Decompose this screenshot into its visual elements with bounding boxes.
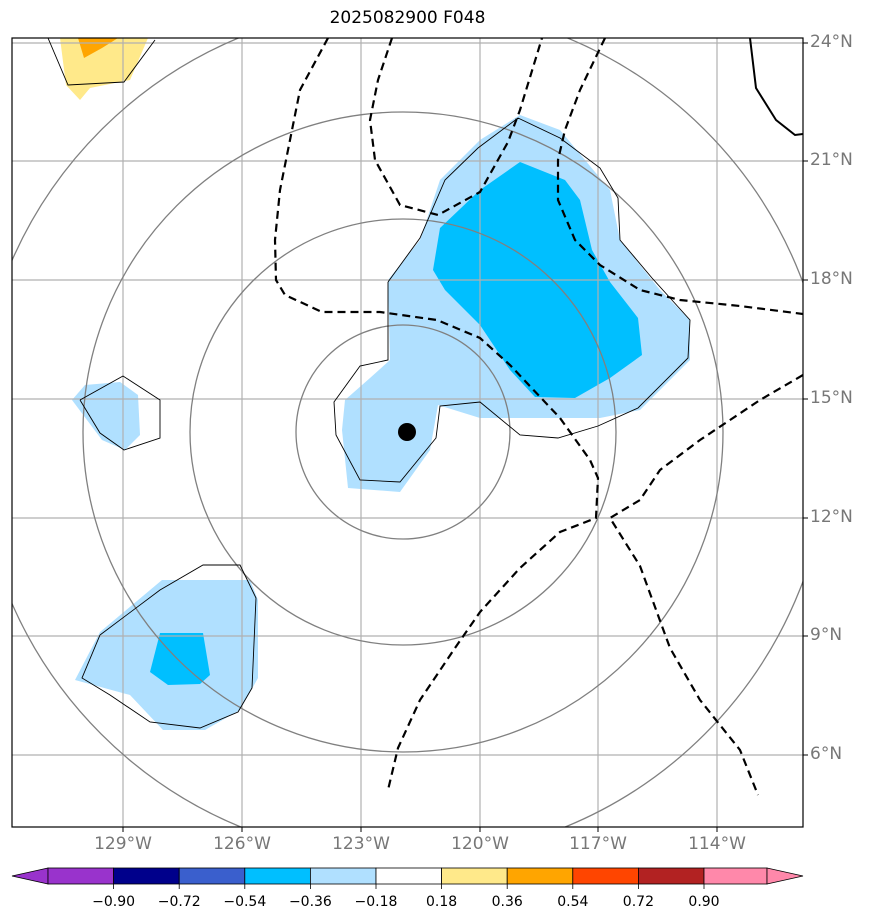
colorbar-label-10: 0.90 <box>688 894 720 910</box>
coastline <box>749 38 803 137</box>
colorbar-extend-low <box>11 867 49 885</box>
colorbar-bin-1 <box>47 867 114 885</box>
shade-lightblue-west <box>72 382 140 450</box>
lon-label-123w: 123°W <box>332 834 390 854</box>
range-ring-3 <box>82 111 724 753</box>
contour-west <box>79 375 161 451</box>
colorbar-label-6: 0.18 <box>426 894 458 910</box>
range-rings <box>12 38 803 827</box>
lon-label-126w: 126°W <box>213 834 271 854</box>
shade-yellow <box>60 38 148 100</box>
dashed-line-4 <box>608 374 803 796</box>
lat-label-9n: 9°N <box>810 625 843 645</box>
colorbar <box>11 867 804 889</box>
lat-label-18n: 18°N <box>810 269 853 289</box>
contour-ne <box>47 38 156 86</box>
colorbar-label-2: −0.72 <box>157 894 201 910</box>
map-frame <box>11 37 804 828</box>
lat-label-24n: 24°N <box>810 32 853 52</box>
lon-label-129w: 129°W <box>94 834 152 854</box>
graticule <box>12 38 803 827</box>
colorbar-extend-high <box>766 867 804 885</box>
contour-main <box>333 117 691 483</box>
colorbar-bin-4 <box>244 867 311 885</box>
colorbar-label-9: 0.72 <box>622 894 654 910</box>
colorbar-bin-8 <box>506 867 574 885</box>
colorbar-bin-5 <box>309 867 377 885</box>
colorbar-label-8: 0.54 <box>557 894 589 910</box>
lat-label-6n: 6°N <box>810 744 843 764</box>
lat-label-15n: 15°N <box>810 388 853 408</box>
colorbar-bin-7 <box>441 867 508 885</box>
lon-label-114w: 114°W <box>688 834 746 854</box>
colorbar-bin-11 <box>703 867 768 885</box>
lat-label-12n: 12°N <box>810 507 853 527</box>
colorbar-bin-3 <box>178 867 246 885</box>
colorbar-bin-2 <box>113 867 180 885</box>
colorbar-bin-10 <box>638 867 705 885</box>
shade-blue-sw <box>150 633 210 685</box>
contour-sw <box>81 564 257 729</box>
colorbar-label-7: 0.36 <box>491 894 523 910</box>
range-ring-1 <box>295 324 511 540</box>
colorbar-label-1: −0.90 <box>92 894 136 910</box>
colorbar-label-4: −0.36 <box>288 894 332 910</box>
colorbar-label-5: −0.18 <box>354 894 398 910</box>
lon-label-120w: 120°W <box>451 834 509 854</box>
colorbar-label-3: −0.54 <box>223 894 267 910</box>
colorbar-bin-6 <box>375 867 442 885</box>
range-ring-2 <box>189 218 617 646</box>
thin-contours <box>47 38 691 729</box>
map-title: 2025082900 F048 <box>329 8 486 28</box>
storm-center-marker <box>398 423 416 441</box>
lat-label-21n: 21°N <box>810 150 853 170</box>
map-layers <box>12 38 803 827</box>
shading-positive <box>60 38 148 100</box>
shading-negative <box>72 115 690 730</box>
lon-label-117w: 117°W <box>569 834 627 854</box>
dashed-line-2 <box>368 38 544 217</box>
axis-ticks <box>122 42 808 832</box>
dashed-line-1 <box>273 38 600 791</box>
dashed-line-3 <box>556 38 803 316</box>
colorbar-bin-9 <box>572 867 639 885</box>
dashed-contours <box>273 38 803 796</box>
